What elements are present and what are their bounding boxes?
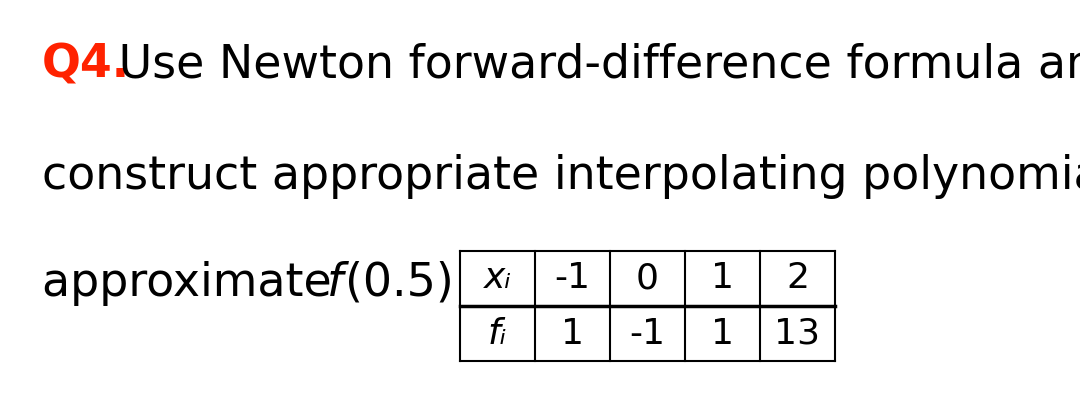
Text: -1: -1 [630,316,665,350]
Text: xᵢ: xᵢ [484,261,512,296]
Text: construct appropriate interpolating polynomial and: construct appropriate interpolating poly… [42,154,1080,199]
Text: 13: 13 [774,316,821,350]
Text: Use Newton forward-difference formula and: Use Newton forward-difference formula an… [104,42,1080,87]
Text: 2: 2 [786,261,809,296]
Text: 1: 1 [711,261,734,296]
Text: 1: 1 [561,316,584,350]
Text: 0: 0 [636,261,659,296]
Text: (0.5): (0.5) [345,261,454,306]
Text: f: f [327,261,343,306]
Text: approximate: approximate [42,261,361,306]
Text: 1: 1 [711,316,734,350]
Text: -1: -1 [554,261,591,296]
Text: fᵢ: fᵢ [488,316,508,350]
Text: Q4.: Q4. [42,42,130,87]
